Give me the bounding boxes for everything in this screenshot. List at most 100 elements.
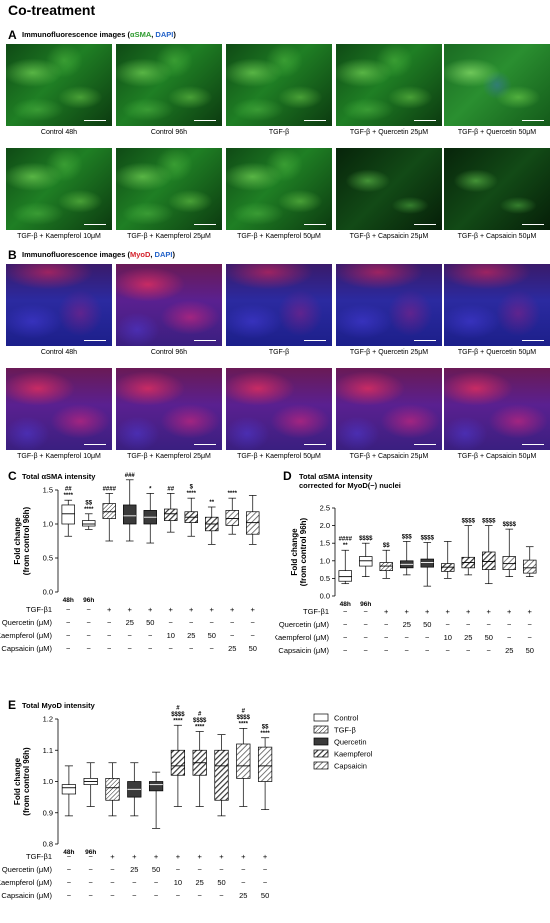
y-tick-label: 0.0 (320, 592, 330, 601)
table-cell: 25 (196, 878, 204, 887)
y-tick-label: 1.0 (320, 556, 330, 565)
box-8: ** (205, 500, 219, 545)
table-cell: − (169, 644, 174, 653)
table-cell: − (364, 607, 369, 616)
table-cell: − (219, 865, 224, 874)
table-cell: − (384, 620, 389, 629)
legend-label: Control (334, 714, 359, 723)
y-axis-label: Fold change (13, 517, 22, 565)
legend-box: Control TGF-β Quercetin Kaempferol Capsaicin (313, 713, 373, 771)
significance-mark: $$ (383, 543, 390, 549)
panel-a-heading: Immunofluorescence images (αSMA, DAPI) (22, 30, 176, 39)
table-cell: − (107, 644, 112, 653)
micrograph-red-3 (226, 264, 332, 346)
table-cell: − (67, 865, 72, 874)
table-cell: 50 (261, 891, 269, 900)
significance-mark: #### (103, 486, 117, 492)
box-7: #$$$$**** (192, 712, 207, 807)
table-cell: − (66, 618, 71, 627)
significance-mark: $$ (85, 500, 92, 506)
significance-mark: **** (64, 493, 74, 499)
box-9: **** (225, 491, 239, 535)
y-tick-label: 0.8 (43, 840, 53, 849)
significance-mark: **** (228, 491, 238, 497)
time-label: 96h (85, 849, 96, 856)
table-cell: − (343, 607, 348, 616)
box-8: $$$$ (482, 519, 496, 585)
table-cell: 25 (187, 631, 195, 640)
micrograph-red-2 (116, 264, 222, 346)
legend-label: Quercetin (334, 738, 367, 747)
scale-bar (194, 224, 216, 225)
scale-bar (194, 340, 216, 341)
table-cell: − (466, 646, 471, 655)
significance-mark: **** (173, 718, 183, 724)
scale-bar (414, 444, 436, 445)
time-label: 48h (63, 597, 74, 604)
table-cell: + (487, 607, 492, 616)
scale-bar (414, 224, 436, 225)
table-cell: 50 (217, 878, 225, 887)
box-4: ### (123, 473, 137, 542)
table-cell: 50 (423, 620, 431, 629)
table-cell: − (87, 631, 92, 640)
table-cell: − (189, 644, 194, 653)
time-label: 96h (360, 601, 371, 608)
table-cell: + (405, 607, 410, 616)
table-cell: − (176, 865, 181, 874)
table-row-label: TGF-β1 (303, 607, 329, 616)
image-caption: TGF-β + Kaempferol 25μM (127, 453, 211, 460)
table-cell: − (230, 631, 235, 640)
table-cell: − (132, 878, 137, 887)
box-7: $**** (184, 485, 198, 537)
y-axis-label-2: (from control 96h) (22, 747, 31, 816)
table-row-label: Quercetin (μM) (2, 865, 53, 874)
page-title: Co-treatment (8, 2, 96, 18)
scale-bar (522, 444, 544, 445)
chart-c: C Total αSMA intensity 0.0 0.5 1.0 1.5 Fold ch… (0, 469, 260, 653)
time-label: 48h (340, 601, 351, 608)
scale-bar (414, 340, 436, 341)
table-row-label: Kaempferol (μM) (0, 631, 52, 640)
significance-mark: **** (195, 725, 205, 731)
significance-mark: $ (190, 485, 194, 491)
table-cell: − (67, 878, 72, 887)
table-cell: − (384, 646, 389, 655)
scale-bar (414, 120, 436, 121)
table-cell: − (263, 878, 268, 887)
image-caption: TGF-β + Quercetin 25μM (349, 349, 429, 356)
scale-bar (304, 340, 326, 341)
table-cell: − (466, 620, 471, 629)
table-cell: + (110, 852, 115, 861)
box-4 (127, 762, 142, 817)
scale-bar (522, 340, 544, 341)
table-row-label: TGF-β1 (26, 852, 52, 861)
legend-swatch (313, 713, 329, 722)
table-cell: 10 (174, 878, 182, 887)
significance-mark: #### (339, 537, 353, 543)
box-1 (61, 765, 77, 817)
table-cell: − (198, 891, 203, 900)
table-cell: − (110, 878, 115, 887)
table-cell: − (487, 620, 492, 629)
table-cell: − (154, 878, 159, 887)
table-row-label: TGF-β1 (26, 605, 52, 614)
significance-mark: ** (343, 543, 348, 549)
scale-bar (304, 120, 326, 121)
table-cell: − (128, 644, 133, 653)
legend-swatch (313, 725, 329, 734)
micrograph-green-10 (444, 148, 550, 230)
table-cell: − (343, 620, 348, 629)
table-cell: − (405, 633, 410, 642)
time-label: 48h (63, 849, 74, 856)
table-cell: 50 (249, 644, 257, 653)
table-row-label: Kaempferol (μM) (0, 878, 52, 887)
legend-label: Kaempferol (334, 750, 373, 759)
panel-letter: D (283, 469, 292, 483)
significance-mark: **** (187, 491, 197, 497)
significance-mark: ## (167, 486, 174, 492)
box-2: $$$$ (359, 536, 373, 577)
image-caption: TGF-β + Kaempferol 10μM (17, 453, 101, 460)
significance-mark: $$$$ (503, 522, 517, 528)
